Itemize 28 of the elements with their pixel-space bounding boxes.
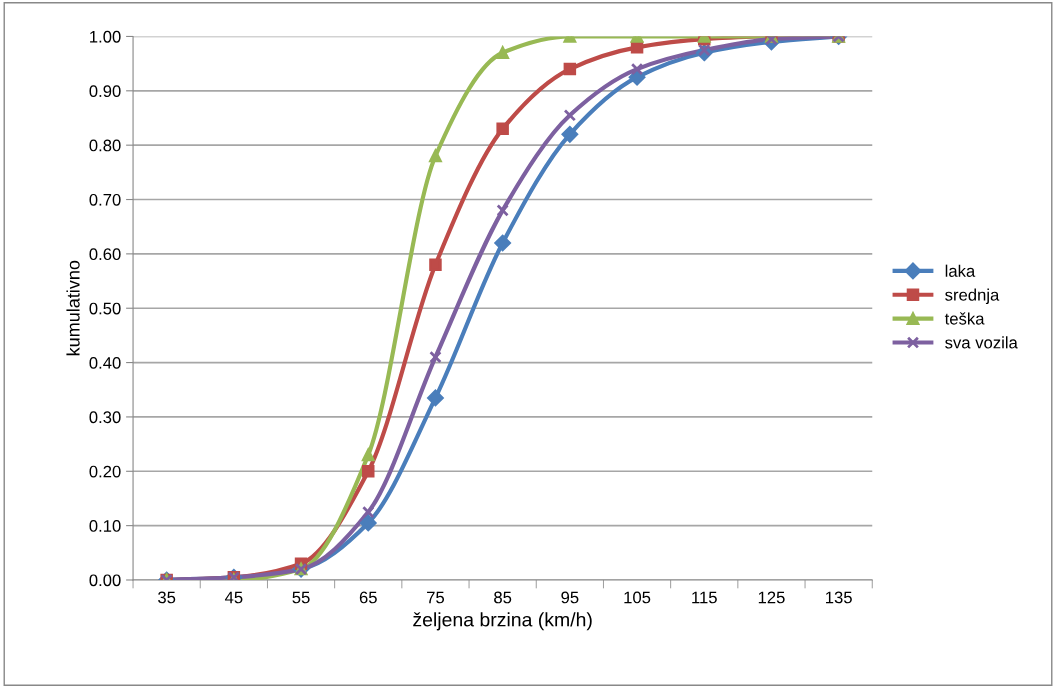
- y-tick-label: 0.00: [89, 574, 121, 587]
- x-tick-label: 125: [758, 591, 785, 604]
- y-tick-label: 0.30: [89, 411, 121, 424]
- y-tick-label: 0.60: [89, 248, 121, 261]
- y-tick-label: 0.80: [89, 139, 121, 152]
- x-axis-title: željena brzina (km/h): [413, 612, 592, 631]
- y-tick-label: 0.40: [89, 356, 121, 369]
- y-tick-label: 0.20: [89, 465, 121, 478]
- y-tick-label: 0.90: [89, 85, 121, 98]
- y-axis-title: kumulativno: [66, 260, 80, 356]
- x-tick-label: 105: [624, 591, 651, 604]
- legend-label: srednja: [945, 288, 1000, 305]
- x-tick-label: 95: [561, 591, 579, 604]
- x-tick-label: 115: [692, 591, 717, 604]
- legend-label: sva vozila: [945, 336, 1018, 349]
- x-tick-label: 75: [427, 591, 445, 604]
- y-tick-label: 0.70: [89, 193, 121, 206]
- x-tick-label: 85: [494, 591, 512, 604]
- x-tick-label: 55: [292, 591, 310, 604]
- x-tick-label: 35: [158, 591, 176, 604]
- legend-label: laka: [945, 264, 976, 277]
- x-tick-label: 135: [826, 591, 852, 604]
- y-tick-label: 0.10: [89, 520, 121, 532]
- y-tick-label: 0.50: [89, 302, 121, 315]
- x-tick-label: 45: [224, 591, 243, 604]
- legend-label: teška: [944, 312, 985, 325]
- y-tick-label: 1.00: [90, 30, 121, 43]
- x-tick-label: 65: [359, 591, 377, 604]
